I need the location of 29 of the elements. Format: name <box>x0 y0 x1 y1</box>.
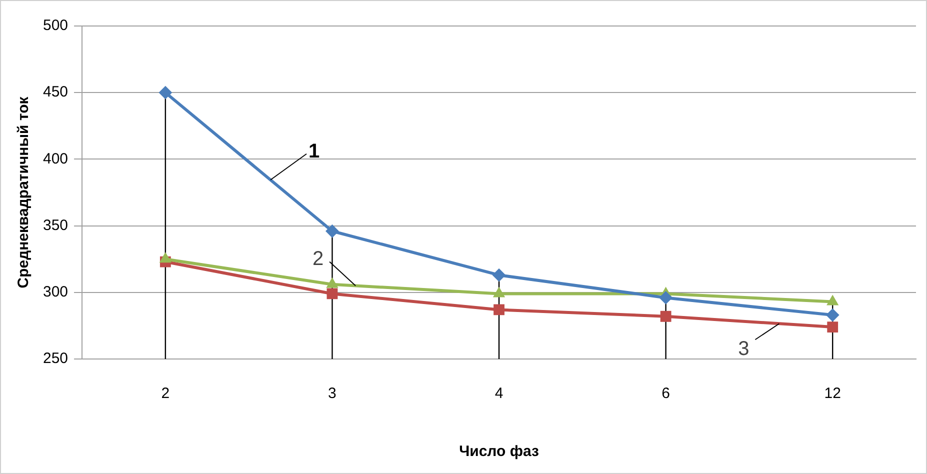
x-tick-label: 6 <box>662 385 670 402</box>
point <box>326 224 339 238</box>
point <box>659 291 672 304</box>
point <box>326 288 338 300</box>
point <box>493 287 505 298</box>
x-tick-label: 3 <box>328 385 336 402</box>
point <box>660 310 672 322</box>
y-tick-label: 500 <box>42 17 68 34</box>
series-label: 3 <box>738 338 750 360</box>
y-tick-label: 250 <box>42 350 68 368</box>
y-tick-label: 350 <box>42 216 68 234</box>
x-tick-label: 2 <box>161 385 170 402</box>
y-tick-label: 400 <box>42 150 68 168</box>
point <box>158 86 172 100</box>
point <box>494 304 504 316</box>
x-tick-label: 4 <box>494 385 504 402</box>
y-tick-label: 450 <box>42 84 68 101</box>
series-label: 1 <box>308 140 320 162</box>
x-axis-title: Число фаз <box>459 443 539 460</box>
point <box>326 278 338 288</box>
point <box>827 322 838 332</box>
y-tick-label: 300 <box>42 284 68 301</box>
point <box>492 268 506 282</box>
series-label: 2 <box>312 248 324 270</box>
point <box>826 295 838 306</box>
point <box>160 252 172 263</box>
x-tick-label: 12 <box>824 385 841 402</box>
y-axis-title: Среднеквадратичный ток <box>15 96 32 288</box>
point <box>826 308 840 322</box>
